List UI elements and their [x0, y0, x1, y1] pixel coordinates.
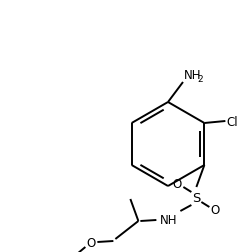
- Text: O: O: [173, 178, 182, 191]
- Text: NH: NH: [184, 69, 201, 82]
- Text: 2: 2: [197, 75, 203, 84]
- Text: O: O: [87, 237, 96, 249]
- Text: NH: NH: [160, 213, 177, 226]
- Text: O: O: [211, 204, 220, 217]
- Text: Cl: Cl: [226, 115, 238, 128]
- Text: S: S: [192, 191, 200, 204]
